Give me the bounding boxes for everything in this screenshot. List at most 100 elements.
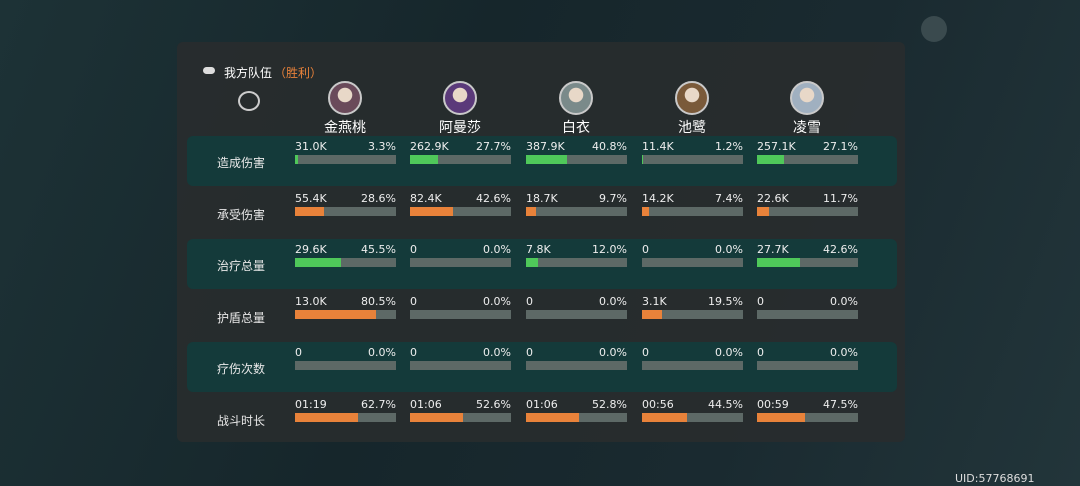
cell-value: 0	[526, 294, 533, 308]
bar	[526, 413, 580, 422]
cell-value: 14.2K	[642, 191, 674, 205]
cell-percent: 7.4%	[715, 191, 743, 205]
cell-value: 82.4K	[410, 191, 442, 205]
cell-value: 55.4K	[295, 191, 327, 205]
bar-track	[526, 155, 627, 164]
cell-percent: 19.5%	[708, 294, 743, 308]
bar	[410, 206, 454, 216]
avatar	[790, 81, 824, 115]
bar-track	[526, 413, 627, 422]
cell-value: 27.7K	[757, 243, 789, 257]
bar-track	[410, 206, 511, 216]
cell-value: 22.6K	[757, 191, 789, 205]
cell-value: 18.7K	[526, 191, 558, 205]
bar-track	[295, 206, 396, 216]
bar-track	[642, 309, 743, 319]
cell-percent: 11.7%	[823, 191, 858, 205]
bar	[295, 155, 299, 164]
cell-value: 0	[410, 346, 417, 360]
cell-value: 7.8K	[526, 243, 551, 257]
cell-percent: 45.5%	[361, 243, 396, 257]
bar	[526, 258, 539, 268]
bar	[526, 206, 536, 216]
cell-percent: 0.0%	[368, 346, 396, 360]
cell-percent: 0.0%	[483, 243, 511, 257]
bar-track	[410, 413, 511, 422]
cell-percent: 62.7%	[361, 398, 396, 411]
bar	[295, 413, 359, 422]
cell-percent: 0.0%	[599, 294, 627, 308]
team-title: 我方队伍	[224, 66, 273, 80]
bar-track	[642, 155, 743, 164]
cell-percent: 12.0%	[592, 243, 627, 257]
avatar	[328, 81, 362, 115]
bar-track	[757, 309, 858, 319]
cell-percent: 42.6%	[823, 243, 858, 257]
character-name: 金燕桃	[324, 120, 366, 136]
cell-value: 262.9K	[410, 140, 449, 153]
cell-value: 0	[757, 294, 764, 308]
bar-track	[526, 361, 627, 371]
row-label: 战斗时长	[216, 414, 265, 428]
bar-track	[295, 309, 396, 319]
cell-percent: 0.0%	[599, 346, 627, 360]
row-label: 造成伤害	[216, 156, 265, 170]
cell-percent: 0.0%	[483, 346, 511, 360]
cell-value: 0	[642, 243, 649, 257]
bar	[757, 258, 801, 268]
cell-value: 01:06	[410, 398, 442, 411]
cell-percent: 0.0%	[483, 294, 511, 308]
bar-track	[642, 361, 743, 371]
bar-track	[295, 155, 396, 164]
cell-value: 0	[642, 346, 649, 360]
bar	[410, 413, 464, 422]
character-name: 凌雪	[793, 120, 821, 136]
bar-track	[526, 258, 627, 268]
cell-percent: 40.8%	[592, 140, 627, 153]
cell-value: 0	[295, 346, 302, 360]
avatar	[559, 81, 593, 115]
bar-track	[526, 309, 627, 319]
panel: 我方队伍 （胜利） 金燕桃 阿曼莎 白衣 池鹭 凌雪 造成伤害 31.0K 3.3% 262.9…	[177, 42, 905, 442]
bar-track	[642, 258, 743, 268]
cell-value: 11.4K	[642, 140, 674, 153]
bar-track	[295, 258, 396, 268]
bar-track	[642, 413, 743, 422]
bar-track	[410, 258, 511, 268]
bar-track	[410, 361, 511, 371]
cell-value: 0	[757, 346, 764, 360]
cell-value: 00:56	[642, 398, 674, 411]
bar-track	[757, 258, 858, 268]
cell-value: 3.1K	[642, 294, 667, 308]
toggle-icon[interactable]	[203, 67, 215, 74]
cell-value: 0	[526, 346, 533, 360]
bar	[642, 309, 662, 319]
cell-value: 01:06	[526, 398, 558, 411]
cell-percent: 44.5%	[708, 398, 743, 411]
refresh-icon[interactable]	[238, 91, 260, 111]
bar-track	[757, 155, 858, 164]
cell-percent: 0.0%	[830, 294, 858, 308]
bar-track	[526, 206, 627, 216]
bar-track	[295, 361, 396, 371]
cell-percent: 52.6%	[476, 398, 511, 411]
cell-percent: 1.2%	[715, 140, 743, 153]
row-label: 承受伤害	[216, 207, 265, 222]
avatar	[675, 81, 709, 115]
avatar	[443, 81, 477, 115]
bar	[757, 206, 769, 216]
cell-percent: 3.3%	[368, 140, 396, 153]
stats-button[interactable]	[921, 16, 947, 42]
row-label: 护盾总量	[216, 310, 265, 325]
bar	[526, 155, 568, 164]
character-name: 阿曼莎	[439, 120, 481, 136]
character-name: 池鹭	[678, 120, 706, 136]
cell-percent: 42.6%	[476, 191, 511, 205]
row-label: 疗伤次数	[216, 362, 265, 377]
bar	[295, 206, 324, 216]
cell-value: 29.6K	[295, 243, 327, 257]
result: （胜利）	[274, 66, 323, 80]
cell-value: 31.0K	[295, 140, 327, 153]
cell-value: 01:19	[295, 398, 327, 411]
